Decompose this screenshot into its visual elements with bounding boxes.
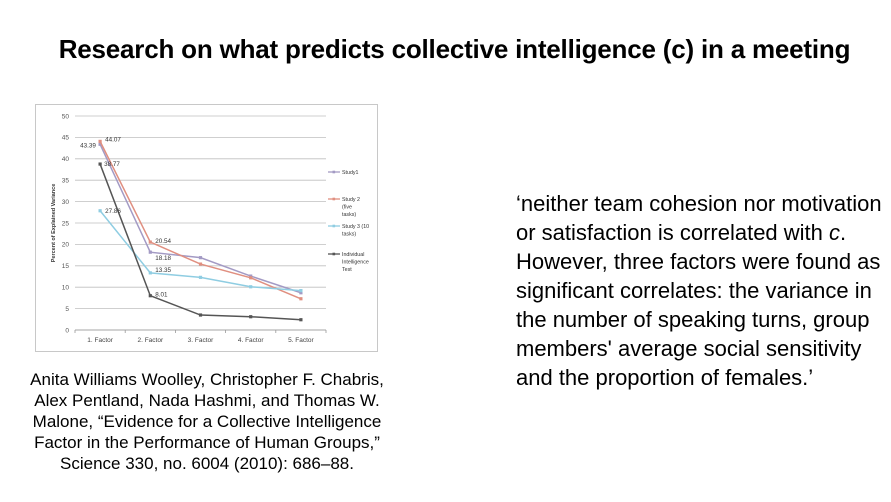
legend-label: Individual Intelligence Test xyxy=(342,252,369,273)
data-label: 20.54 xyxy=(155,238,171,245)
data-label: 18.18 xyxy=(155,255,171,262)
data-label: 43.39 xyxy=(80,142,96,149)
y-tick-label: 15 xyxy=(62,263,70,270)
citation-line: Malone, “Evidence for a Collective Intel… xyxy=(32,412,382,431)
data-point xyxy=(299,289,303,293)
data-label: 38.77 xyxy=(104,161,120,168)
data-point xyxy=(299,291,303,295)
legend-swatch-marker xyxy=(332,170,336,174)
x-tick-label: 5. Factor xyxy=(288,337,314,344)
y-tick-label: 0 xyxy=(65,327,69,334)
y-tick-label: 50 xyxy=(62,113,70,120)
data-point xyxy=(148,240,152,244)
data-label: 44.07 xyxy=(105,136,121,143)
data-point xyxy=(249,276,253,280)
citation-line: Alex Pentland, Nada Hashmi, and Thomas W… xyxy=(34,391,380,410)
y-tick-label: 25 xyxy=(62,220,70,227)
y-axis-title: Percent of Explained Variance xyxy=(51,184,57,263)
slide-title: Research on what predicts collective int… xyxy=(58,34,851,64)
data-point xyxy=(249,315,253,319)
data-point xyxy=(148,250,152,254)
x-tick-label: 4. Factor xyxy=(238,337,264,344)
data-point xyxy=(299,297,303,301)
legend-label: Study 3 (10 tasks) xyxy=(342,224,369,238)
y-tick-label: 35 xyxy=(62,178,70,185)
data-point xyxy=(249,285,253,289)
series-line xyxy=(99,143,302,294)
legend-label: Study1 xyxy=(342,170,359,176)
data-label: 27.86 xyxy=(105,208,121,215)
legend-swatch-marker xyxy=(332,224,336,228)
citation-line: Science 330, no. 6004 (2010): 686–88. xyxy=(60,454,354,473)
legend-swatch-marker xyxy=(332,252,336,256)
data-point xyxy=(299,318,303,322)
data-point xyxy=(148,294,152,298)
data-point xyxy=(198,313,203,317)
y-tick-label: 30 xyxy=(62,199,70,206)
data-point xyxy=(249,274,253,278)
citation-line: Factor in the Performance of Human Group… xyxy=(34,433,380,452)
data-point xyxy=(98,142,102,146)
data-label: 8.01 xyxy=(155,292,168,299)
quote-part-2: . However, three factors were found as s… xyxy=(516,220,881,390)
data-point xyxy=(198,275,203,279)
quote-text: ‘neither team cohesion nor motivation or… xyxy=(516,189,886,392)
data-label: 13.35 xyxy=(155,267,171,274)
data-point xyxy=(98,162,102,166)
y-tick-label: 45 xyxy=(62,135,70,142)
legend-swatch-marker xyxy=(332,197,336,201)
data-point xyxy=(198,262,203,266)
data-point xyxy=(98,139,102,143)
series-line xyxy=(99,141,302,300)
chart-frame: 0 5 10 15 20 25 30 35 40 45 50 1. Factor 2. Factor 3.… xyxy=(35,104,378,352)
y-tick-label: 10 xyxy=(62,285,70,292)
data-point xyxy=(148,271,152,275)
data-point xyxy=(98,209,102,213)
quote-italic-c: c xyxy=(829,220,841,245)
citation: Anita Williams Woolley, Christopher F. C… xyxy=(2,369,412,474)
data-point xyxy=(198,256,203,260)
x-tick-label: 2. Factor xyxy=(137,337,163,344)
legend-label: Study 2 (five tasks) xyxy=(342,197,360,218)
x-tick-label: 3. Factor xyxy=(188,337,214,344)
citation-line: Anita Williams Woolley, Christopher F. C… xyxy=(30,370,384,389)
quote-part-1: ‘neither team cohesion nor motivation or… xyxy=(516,191,882,245)
line-chart: 0 5 10 15 20 25 30 35 40 45 50 1. Factor 2. Factor 3.… xyxy=(51,113,369,344)
y-tick-label: 20 xyxy=(62,242,70,249)
y-tick-label: 5 xyxy=(65,306,69,313)
series-line xyxy=(99,163,301,321)
x-tick-label: 1. Factor xyxy=(87,337,113,344)
y-tick-label: 40 xyxy=(62,156,70,163)
